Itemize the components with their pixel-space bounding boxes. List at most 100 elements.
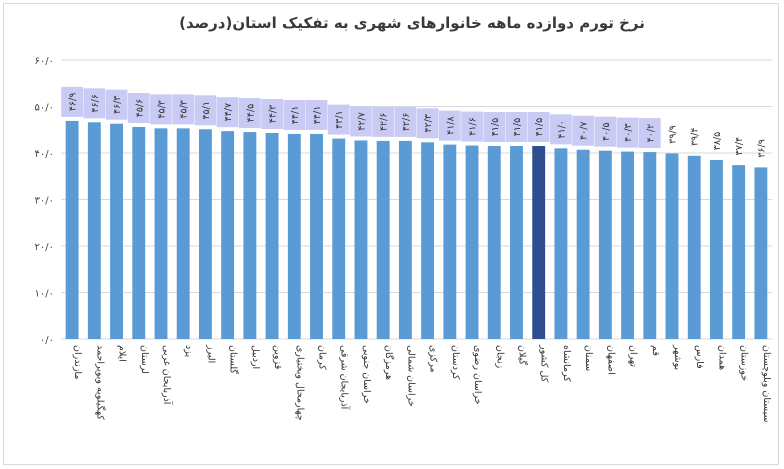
category-label: بوشهر [672,344,683,370]
data-label-text: ۴۴/۳ [268,105,279,124]
category-label-text: خراسان رضوی [472,345,483,405]
category-label-text: زنجان [494,345,505,369]
category-label: لرستان [139,345,150,374]
data-label-bg [527,112,550,143]
category-label: آذربایجان شرقی [339,345,352,410]
category-label-text: همدان [716,345,727,370]
data-label-bg [394,106,417,137]
data-label: ۴۶/۹ [61,86,83,117]
category-label-text: بوشهر [672,344,683,370]
data-label-bg [83,88,106,119]
data-label-text: ۴۴/۵ [245,104,256,123]
category-label-text: قزوین [272,345,283,369]
category-label: همدان [716,345,727,370]
category-label-text: کردستان [450,345,461,380]
data-label-text: ۴۶/۹ [68,93,79,112]
category-label: کرمان [317,345,328,370]
category-label: چهارمحال وبختیاری [294,345,305,421]
data-label-bg [216,97,239,128]
category-label: خوزستان [739,345,750,381]
category-label-text: کهگیلویه وبویراحمد [94,345,106,420]
bar [221,131,235,339]
category-label: مرکزی [428,345,439,373]
bar [154,128,168,339]
bar-layer [65,120,768,340]
data-label-text: ۴۴/۱ [312,106,323,125]
data-label-text: ۴۲/۶ [379,113,390,132]
data-label-text: ۴۴/۷ [223,103,234,122]
bar [87,122,101,339]
bar [398,140,412,339]
data-label-bg [483,112,506,143]
data-label-text: ۴۴/۱ [290,106,301,125]
category-label-text: مرکزی [428,345,439,373]
data-label-layer: ۴۶/۹ ۴۶/۶ ۴۶/۳ ۴۵/۶ ۴۵/۳ ۴۵/۳ ۴۵/۱ ۴۴/۷ ۴۴/۵ ۴۴/۳… [61,86,767,158]
category-label: کهگیلویه وبویراحمد [94,345,106,420]
category-label-text: قم [650,345,661,356]
bar [354,140,368,339]
category-label: یزد [183,345,194,357]
data-label: ۳۸/۵ [712,132,723,151]
data-label-text: ۴۰/۷ [579,121,590,140]
data-label-text: ۴۱/۵ [490,118,501,137]
bar [598,150,612,339]
data-label: ۴۱/۰ [550,114,572,145]
category-label-text: آذربایجان غربی [161,345,174,405]
category-label: آذربایجان غربی [161,345,174,405]
data-label-text: ۴۰/۳ [623,123,634,142]
data-label-text: ۴۱/۸ [445,116,456,135]
category-label: اردبیل [250,345,261,369]
data-label-bg [305,99,328,130]
category-label-text: گیلان [516,345,528,366]
bar [643,152,657,339]
data-label: ۴۲/۶ [394,106,417,137]
data-label: ۴۱/۶ [461,111,483,142]
data-label-text: ۴۰/۲ [645,124,656,143]
category-label-text: آذربایجان شرقی [339,345,352,410]
data-label: ۳۷/۴ [734,137,745,156]
category-label: کل کشور [539,344,550,383]
category-label-text: کرمان [317,345,328,370]
data-label: ۴۵/۱ [194,95,217,126]
y-tick-label: ۶۰/۰ [35,56,54,67]
data-label-text: ۴۶/۶ [90,94,101,113]
category-label: خراسان جنوبی [361,345,372,404]
category-label-text: یزد [183,345,194,357]
category-label-text: لرستان [139,345,150,374]
bar [465,145,479,339]
data-label: ۴۲/۶ [372,106,395,137]
data-label: ۴۵/۳ [172,94,195,125]
data-label: ۴۵/۳ [150,94,172,125]
y-tick-label: ۵۰/۰ [35,103,54,114]
bar [732,165,746,339]
category-label-text: اصفهان [605,345,616,375]
category-label-text: خراسان شمالی [405,345,416,407]
category-label: تهران [628,345,639,367]
bar [287,133,301,339]
data-label: ۴۰/۲ [638,118,661,149]
category-label: اصفهان [605,345,616,375]
chart-frame: نرخ تورم دوازده ماهه خانوارهای شهری به ت… [3,3,779,465]
data-label: ۴۴/۱ [283,99,306,130]
bar [532,146,546,339]
category-label-text: تهران [628,345,639,367]
bar [710,159,723,339]
bar [110,123,123,339]
data-label-text: ۴۱/۶ [468,117,479,136]
data-label-bg [238,98,261,129]
data-label: ۴۱/۵ [505,112,528,143]
y-tick-label: ۰/۰ [40,335,54,346]
y-tick-layer: ۰/۰ ۱۰/۰ ۲۰/۰ ۳۰/۰ ۴۰/۰ ۵۰/۰ ۶۰/۰ [35,56,54,346]
data-label-bg [461,111,483,142]
data-label-bg [127,92,150,123]
category-label-text: چهارمحال وبختیاری [294,345,305,421]
data-label: ۴۵/۶ [127,92,150,123]
bar [754,167,768,339]
category-label-text: کل کشور [539,344,550,383]
data-label-text: ۳۶/۹ [756,139,767,158]
data-label-text: ۳۹/۴ [690,128,701,147]
bar [576,149,590,339]
data-label-bg [327,104,350,135]
data-label-bg [172,94,195,125]
category-label-text: هرمزگان [383,345,395,380]
